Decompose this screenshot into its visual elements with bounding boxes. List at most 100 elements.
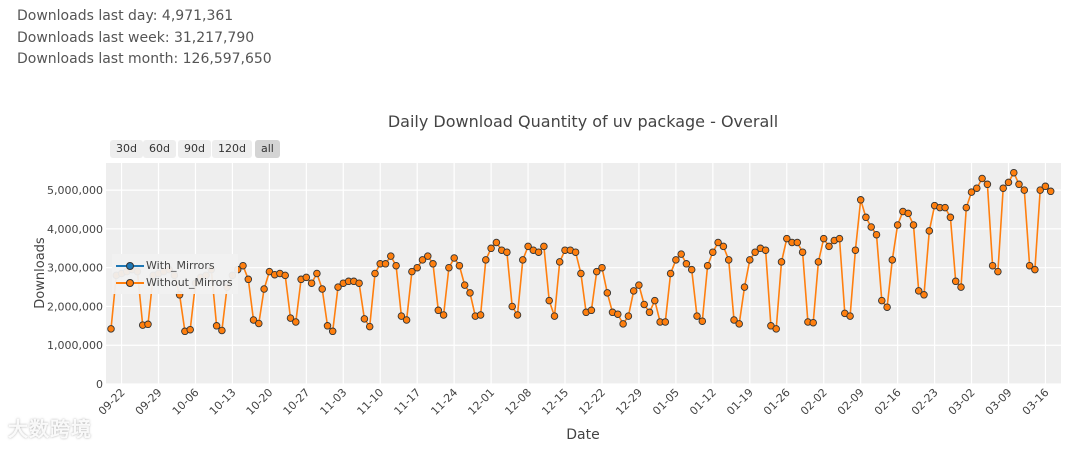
data-point[interactable] — [714, 238, 722, 247]
data-point[interactable] — [392, 261, 400, 270]
data-point[interactable] — [651, 296, 659, 305]
data-point[interactable] — [835, 234, 844, 243]
data-point[interactable] — [698, 317, 707, 325]
data-point[interactable] — [973, 184, 981, 192]
data-point[interactable] — [455, 261, 464, 270]
data-point[interactable] — [703, 261, 712, 270]
data-point[interactable] — [402, 316, 411, 324]
data-point[interactable] — [809, 318, 817, 327]
range-button-90d[interactable]: 90d — [178, 140, 211, 158]
data-point[interactable] — [1025, 261, 1034, 270]
data-point[interactable] — [450, 254, 458, 262]
data-point[interactable] — [292, 318, 300, 326]
data-point[interactable] — [365, 322, 374, 331]
data-point[interactable] — [687, 265, 696, 274]
data-point[interactable] — [920, 291, 928, 299]
data-point[interactable] — [281, 271, 289, 280]
data-point[interactable] — [249, 316, 258, 324]
data-point[interactable] — [909, 221, 918, 229]
data-point[interactable] — [862, 213, 870, 222]
data-point[interactable] — [545, 296, 553, 305]
range-button-30d[interactable]: 30d — [110, 140, 143, 158]
data-point[interactable] — [867, 223, 875, 231]
data-point[interactable] — [1046, 187, 1055, 196]
data-point[interactable] — [418, 256, 427, 264]
data-point[interactable] — [735, 320, 743, 328]
data-point[interactable] — [893, 221, 902, 229]
data-point[interactable] — [524, 242, 532, 251]
data-point[interactable] — [513, 311, 522, 319]
range-button-all[interactable]: all — [255, 140, 280, 158]
data-point[interactable] — [413, 263, 421, 272]
data-point[interactable] — [592, 267, 601, 276]
range-button-120d[interactable]: 120d — [212, 140, 252, 158]
data-point[interactable] — [978, 174, 986, 183]
data-point[interactable] — [550, 312, 559, 320]
data-point[interactable] — [883, 303, 891, 311]
data-point[interactable] — [798, 248, 807, 256]
data-point[interactable] — [946, 213, 955, 222]
data-point[interactable] — [360, 315, 369, 323]
data-point[interactable] — [888, 256, 897, 264]
data-point[interactable] — [761, 246, 770, 254]
data-point[interactable] — [872, 230, 881, 239]
data-point[interactable] — [355, 279, 363, 287]
data-point[interactable] — [571, 248, 580, 256]
data-point[interactable] — [624, 312, 633, 320]
data-point[interactable] — [814, 258, 823, 266]
data-point[interactable] — [724, 256, 733, 264]
data-point[interactable] — [1004, 178, 1013, 187]
data-point[interactable] — [914, 287, 923, 295]
data-point[interactable] — [466, 289, 474, 297]
data-point[interactable] — [677, 250, 685, 258]
data-point[interactable] — [635, 281, 643, 289]
range-button-60d[interactable]: 60d — [143, 140, 176, 158]
data-point[interactable] — [212, 322, 221, 330]
data-point[interactable] — [397, 312, 406, 320]
data-point[interactable] — [962, 203, 971, 212]
data-point[interactable] — [819, 234, 828, 243]
data-point[interactable] — [645, 308, 654, 317]
data-point[interactable] — [476, 311, 485, 319]
data-point[interactable] — [313, 269, 321, 278]
data-point[interactable] — [999, 184, 1007, 192]
data-point[interactable] — [260, 285, 268, 293]
data-point[interactable] — [255, 319, 263, 328]
data-point[interactable] — [614, 310, 622, 318]
data-point[interactable] — [429, 260, 437, 268]
data-point[interactable] — [439, 311, 448, 319]
data-point[interactable] — [555, 258, 564, 266]
data-point[interactable] — [967, 188, 976, 196]
data-point[interactable] — [793, 238, 802, 247]
data-point[interactable] — [1036, 186, 1044, 194]
data-point[interactable] — [1041, 182, 1050, 191]
data-point[interactable] — [577, 269, 585, 278]
data-point[interactable] — [693, 312, 701, 320]
data-point[interactable] — [740, 283, 749, 291]
data-point[interactable] — [878, 296, 886, 305]
data-point[interactable] — [825, 242, 833, 251]
data-point[interactable] — [334, 283, 342, 291]
data-point[interactable] — [482, 256, 490, 264]
data-point[interactable] — [587, 306, 596, 315]
data-point[interactable] — [424, 252, 432, 260]
data-point[interactable] — [307, 279, 316, 287]
data-point[interactable] — [508, 302, 516, 311]
data-point[interactable] — [434, 306, 443, 315]
data-point[interactable] — [371, 269, 379, 278]
data-point[interactable] — [302, 273, 311, 282]
data-point[interactable] — [666, 269, 675, 278]
data-point[interactable] — [957, 283, 965, 291]
data-point[interactable] — [904, 209, 912, 218]
data-point[interactable] — [239, 261, 247, 270]
data-point[interactable] — [772, 325, 780, 333]
data-point[interactable] — [445, 263, 453, 272]
data-point[interactable] — [783, 234, 791, 243]
data-point[interactable] — [777, 258, 786, 266]
data-point[interactable] — [994, 267, 1002, 276]
data-point[interactable] — [603, 289, 612, 297]
data-point[interactable] — [856, 196, 865, 204]
data-point[interactable] — [1020, 186, 1029, 194]
data-point[interactable] — [619, 320, 627, 328]
data-point[interactable] — [460, 281, 469, 289]
